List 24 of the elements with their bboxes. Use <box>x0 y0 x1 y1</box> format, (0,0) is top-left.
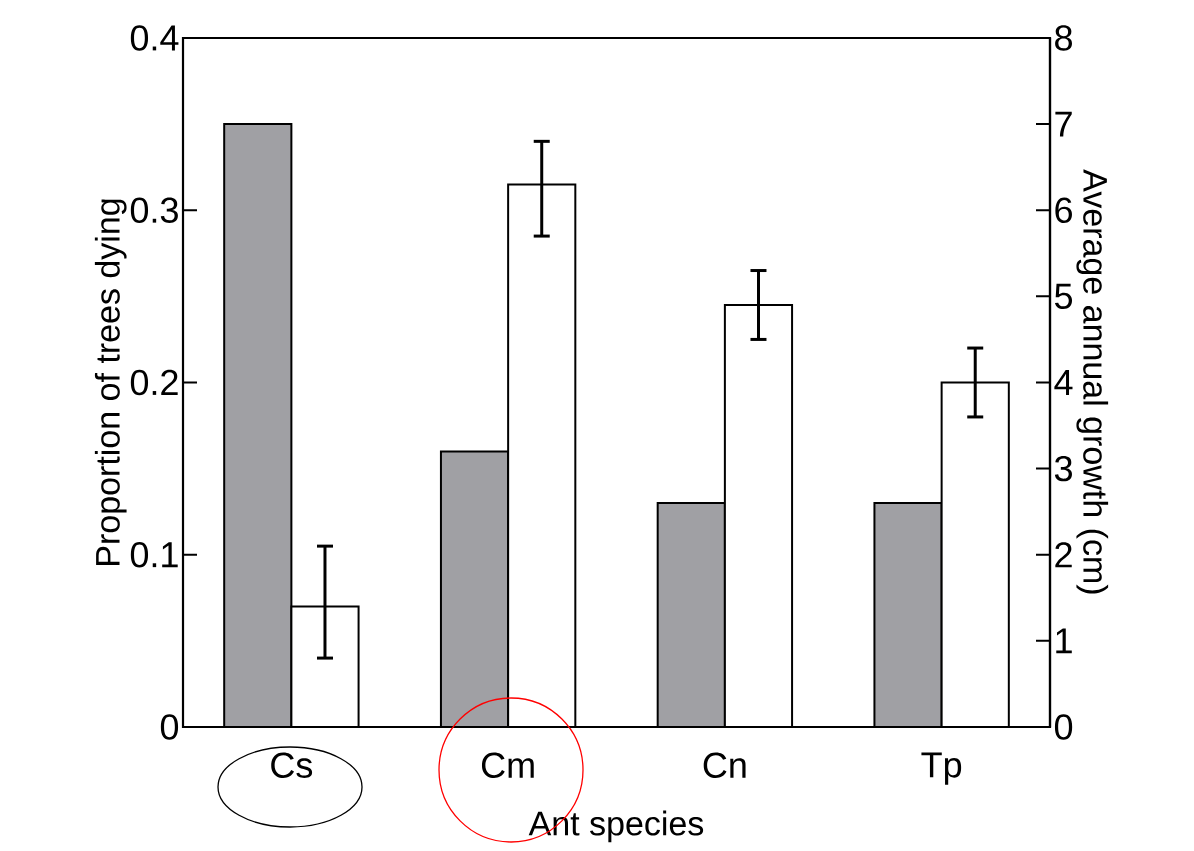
x-tick-label: Cs <box>271 752 313 778</box>
y-tick-label: 0.2 <box>130 369 178 396</box>
x-tick-label: Cm <box>481 752 534 778</box>
y-axis-title: Proportion of trees dying <box>94 199 127 565</box>
y-tick-label: 0.3 <box>130 197 178 223</box>
bar <box>223 123 293 727</box>
x-tick-label: Cn <box>703 752 746 778</box>
y-tick-label: 0 <box>160 714 179 740</box>
y-tick-label: 0.1 <box>130 542 178 568</box>
bar <box>656 502 726 727</box>
y2-tick-label: 7 <box>1055 111 1072 137</box>
y2-tick-label: 1 <box>1056 628 1072 654</box>
bar <box>439 450 510 727</box>
y2-tick-label: 2 <box>1055 542 1072 568</box>
y-tick-label: 0.4 <box>130 25 179 51</box>
y2-tick-label: 8 <box>1055 25 1072 51</box>
y2-tick-label: 6 <box>1055 197 1072 223</box>
y2-tick-label: 4 <box>1054 370 1073 395</box>
y2-tick-label: 0 <box>1054 714 1073 740</box>
y2-axis-title: Average annual growth (cm) <box>1076 169 1109 594</box>
x-tick-label: Tp <box>921 752 962 785</box>
bar <box>873 502 943 727</box>
y2-tick-label: 3 <box>1054 455 1072 482</box>
y2-tick-label: 5 <box>1054 283 1073 309</box>
